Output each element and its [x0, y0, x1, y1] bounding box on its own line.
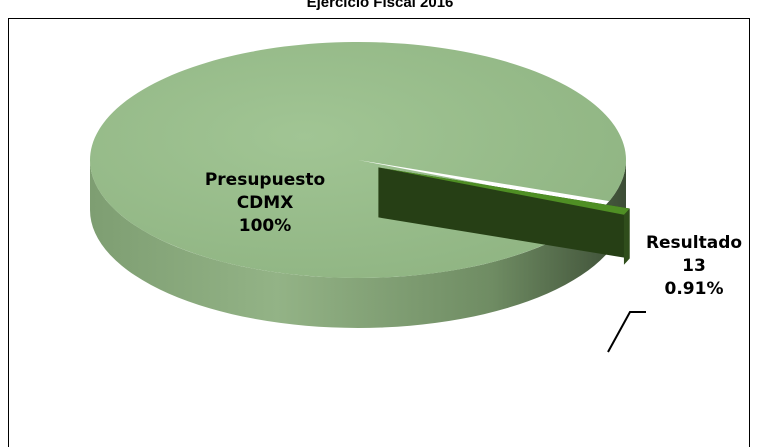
chart-border	[8, 18, 750, 447]
chart-title: Ejercicio Fiscal 2016	[307, 0, 454, 11]
leader-line	[607, 311, 646, 353]
slice-wall	[378, 167, 630, 259]
pie-slice	[378, 167, 630, 265]
data-label-category: Presupuesto CDMX	[205, 170, 325, 213]
slice-top	[378, 167, 630, 215]
data-label-value: 0.91%	[665, 279, 724, 299]
slice-side	[90, 160, 626, 328]
data-label-category: Resultado 13	[646, 233, 742, 276]
pie-slice	[90, 41, 627, 328]
slice-side	[623, 208, 630, 265]
data-label-value: 100%	[239, 216, 292, 236]
